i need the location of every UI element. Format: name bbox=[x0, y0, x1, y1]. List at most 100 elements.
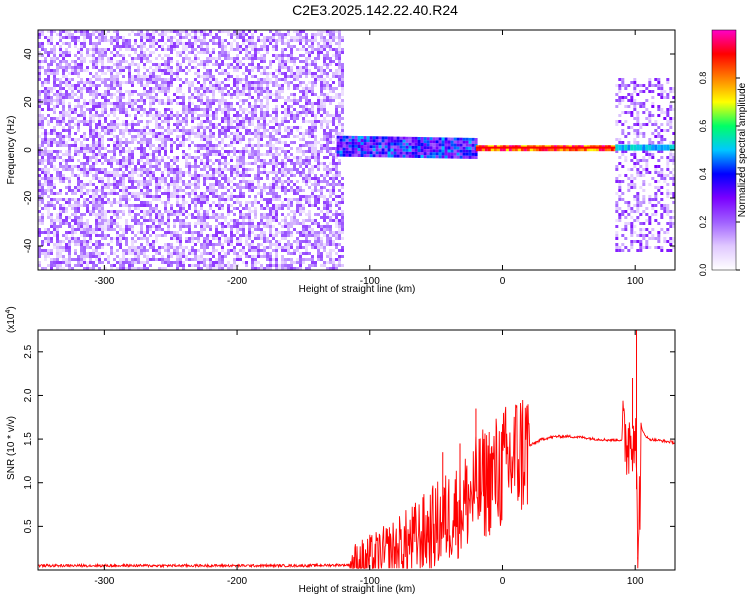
heatmap-cell bbox=[158, 153, 161, 156]
heatmap-cell bbox=[155, 168, 158, 171]
heatmap-cell bbox=[257, 168, 260, 171]
heatmap-cell bbox=[257, 63, 260, 66]
heatmap-cell bbox=[245, 180, 248, 183]
heatmap-cell bbox=[59, 261, 62, 264]
heatmap-cell bbox=[299, 162, 302, 165]
heatmap-cell bbox=[170, 210, 173, 213]
heatmap-cell bbox=[104, 66, 107, 69]
heatmap-cell bbox=[128, 45, 131, 48]
heatmap-cell bbox=[146, 78, 149, 81]
heatmap-cell bbox=[218, 141, 221, 144]
heatmap-cell bbox=[68, 240, 71, 243]
heatmap-cell bbox=[293, 96, 296, 99]
heatmap-cell bbox=[323, 36, 326, 39]
heatmap-cell bbox=[275, 213, 278, 216]
heatmap-cell bbox=[254, 90, 257, 93]
heatmap-cell bbox=[47, 186, 50, 189]
heatmap-cell bbox=[146, 162, 149, 165]
heatmap-cell bbox=[281, 207, 284, 210]
heatmap-cell bbox=[170, 234, 173, 237]
heatmap-cell bbox=[320, 75, 323, 78]
heatmap-cell bbox=[197, 165, 200, 168]
heatmap-cell bbox=[80, 219, 83, 222]
heatmap-cell bbox=[224, 63, 227, 66]
heatmap-cell bbox=[149, 228, 152, 231]
heatmap-cell bbox=[131, 243, 134, 246]
heatmap-cell bbox=[266, 99, 269, 102]
heatmap-cell bbox=[254, 198, 257, 201]
heatmap-cell bbox=[53, 69, 56, 72]
heatmap-cell bbox=[95, 72, 98, 75]
heatmap-cell bbox=[215, 60, 218, 63]
heatmap-cell bbox=[260, 117, 263, 120]
heatmap-cell bbox=[314, 123, 317, 126]
heatmap-cell bbox=[161, 102, 164, 105]
heatmap-cell bbox=[167, 48, 170, 51]
heatmap-cell bbox=[194, 72, 197, 75]
heatmap-cell bbox=[206, 120, 209, 123]
heatmap-cell bbox=[317, 45, 320, 48]
heatmap-cell bbox=[110, 123, 113, 126]
heatmap-cell bbox=[98, 117, 101, 120]
heatmap-cell bbox=[182, 204, 185, 207]
heatmap-cell bbox=[251, 168, 254, 171]
heatmap-cell bbox=[167, 96, 170, 99]
heatmap-cell bbox=[122, 162, 125, 165]
heatmap-cell bbox=[50, 213, 53, 216]
heatmap-cell bbox=[266, 84, 269, 87]
heatmap-cell bbox=[269, 72, 272, 75]
heatmap-cell bbox=[158, 195, 161, 198]
heatmap-cell bbox=[191, 60, 194, 63]
heatmap-cell bbox=[323, 198, 326, 201]
heatmap-cell bbox=[290, 216, 293, 219]
heatmap-cell bbox=[305, 33, 308, 36]
heatmap-cell bbox=[269, 132, 272, 135]
heatmap-cell bbox=[89, 195, 92, 198]
heatmap-cell bbox=[50, 42, 53, 45]
heatmap-cell bbox=[281, 246, 284, 249]
heatmap-cell bbox=[272, 249, 275, 252]
heatmap-cell bbox=[266, 93, 269, 96]
heatmap-cell bbox=[215, 84, 218, 87]
heatmap-cell bbox=[170, 42, 173, 45]
heatmap-cell bbox=[308, 240, 311, 243]
heatmap-cell bbox=[302, 252, 305, 255]
heatmap-cell bbox=[284, 258, 287, 261]
heatmap-cell bbox=[77, 147, 80, 150]
heatmap-cell bbox=[263, 255, 266, 258]
heatmap-cell bbox=[221, 249, 224, 252]
heatmap-cell bbox=[176, 33, 179, 36]
heatmap-cell bbox=[89, 60, 92, 63]
heatmap-cell bbox=[194, 249, 197, 252]
heatmap-cell bbox=[92, 147, 95, 150]
heatmap-cell bbox=[170, 246, 173, 249]
heatmap-cell bbox=[305, 90, 308, 93]
heatmap-cell bbox=[53, 138, 56, 141]
heatmap-cell bbox=[197, 144, 200, 147]
heatmap-cell bbox=[92, 135, 95, 138]
heatmap-cell bbox=[296, 129, 299, 132]
heatmap-cell bbox=[326, 63, 329, 66]
heatmap-cell bbox=[281, 249, 284, 252]
heatmap-cell bbox=[221, 183, 224, 186]
heatmap-cell bbox=[239, 249, 242, 252]
heatmap-cell bbox=[119, 168, 122, 171]
heatmap-cell bbox=[95, 123, 98, 126]
heatmap-cell bbox=[77, 240, 80, 243]
heatmap-cell bbox=[326, 84, 329, 87]
heatmap-cell bbox=[227, 261, 230, 264]
heatmap-cell bbox=[170, 75, 173, 78]
heatmap-cell bbox=[320, 102, 323, 105]
heatmap-cell bbox=[224, 168, 227, 171]
heatmap-cell bbox=[203, 165, 206, 168]
heatmap-cell bbox=[41, 231, 44, 234]
heatmap-cell bbox=[317, 201, 320, 204]
heatmap-cell bbox=[74, 243, 77, 246]
heatmap-cell bbox=[266, 264, 269, 267]
heatmap-cell bbox=[176, 87, 179, 90]
heatmap-cell bbox=[92, 144, 95, 147]
heatmap-cell bbox=[275, 48, 278, 51]
heatmap-cell bbox=[74, 138, 77, 141]
heatmap-cell bbox=[311, 192, 314, 195]
heatmap-cell bbox=[134, 186, 137, 189]
